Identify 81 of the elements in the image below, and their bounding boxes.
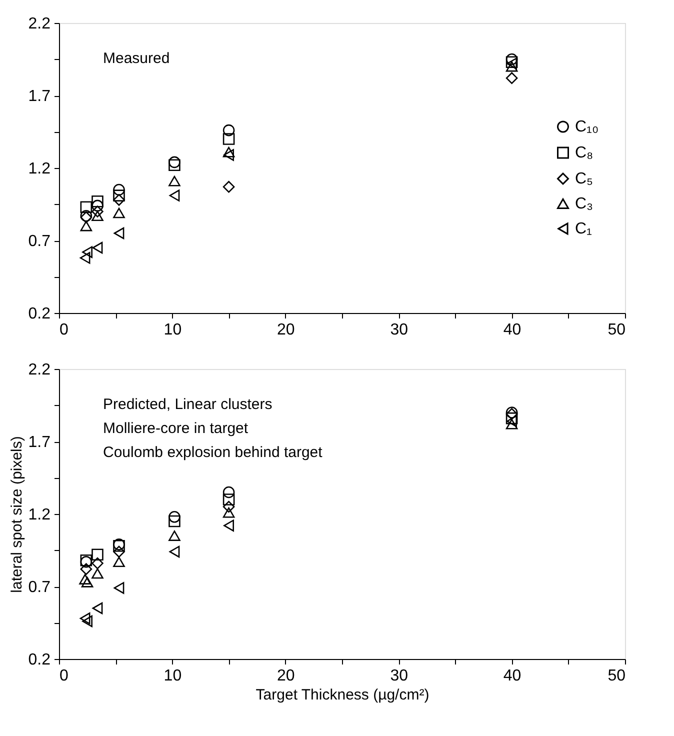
point: [168, 511, 180, 523]
point: [113, 208, 125, 218]
point: [92, 210, 104, 222]
legend-label: C₁₀: [575, 118, 599, 136]
point: [80, 612, 90, 624]
point: [113, 546, 125, 558]
x-tick-label: 20: [277, 668, 295, 684]
annotation: Molliere-core in target: [103, 420, 249, 437]
point: [222, 146, 235, 158]
y-tick-label: 0.2: [28, 652, 51, 668]
y-tick-label: 0.2: [28, 306, 51, 322]
point: [92, 602, 103, 614]
y-tick-label: 1.2: [28, 506, 51, 524]
point: [80, 563, 92, 575]
point: [92, 200, 104, 212]
point: [114, 582, 124, 594]
point: [506, 418, 518, 430]
point: [79, 574, 91, 584]
y-tick-label: 1.7: [28, 88, 51, 105]
point: [506, 61, 518, 72]
point: [92, 242, 103, 254]
point: [222, 180, 235, 193]
point: [82, 615, 92, 628]
point: [222, 124, 235, 136]
x-tick-label: 30: [390, 668, 408, 684]
x-tick-label: 40: [503, 322, 522, 338]
point: [222, 494, 235, 506]
point: [82, 246, 92, 258]
x-tick-label: 10: [164, 668, 182, 684]
point: [168, 176, 180, 186]
point: [114, 227, 124, 240]
x-tick-label: 10: [164, 322, 182, 338]
annotation: Measured: [103, 50, 170, 67]
x-axis-title: Target Thickness (µg/cm²): [256, 686, 430, 704]
point: [80, 201, 92, 214]
point: [506, 72, 518, 84]
y-axis-title: lateral spot size (pixels): [8, 436, 26, 593]
y-tick-label: 1.2: [28, 160, 51, 178]
point: [80, 220, 92, 232]
point: [168, 530, 180, 541]
y-tick-label: 2.2: [28, 16, 51, 32]
y-tick-label: 0.7: [28, 579, 51, 596]
point: [222, 507, 235, 518]
point: [222, 133, 235, 145]
legend-label: C₅: [575, 170, 593, 188]
point: [92, 195, 104, 208]
point: [113, 194, 125, 206]
legend-label: C₈: [575, 144, 594, 162]
y-tick-label: 1.7: [28, 434, 51, 451]
point: [80, 252, 90, 264]
point: [92, 557, 104, 570]
x-tick-label: 20: [277, 322, 295, 338]
point: [113, 184, 125, 196]
x-tick-label: 50: [608, 322, 626, 338]
x-tick-label: 0: [60, 668, 68, 684]
x-tick-label: 40: [503, 668, 522, 684]
y-tick-label: 0.7: [28, 233, 51, 250]
point: [506, 412, 518, 424]
legend-label: C₁: [575, 220, 592, 238]
point: [168, 515, 180, 528]
y-tick-label: 2.2: [28, 362, 51, 378]
point: [224, 520, 234, 532]
point: [92, 568, 104, 579]
point: [92, 548, 104, 560]
point: [113, 556, 125, 568]
point: [222, 486, 235, 498]
point: [81, 576, 94, 588]
point: [168, 159, 180, 171]
legend-label: C₃: [575, 196, 594, 213]
annotation: Predicted, Linear clusters: [103, 396, 272, 413]
point: [113, 190, 125, 202]
point: [222, 500, 235, 513]
point: [169, 190, 180, 202]
x-tick-label: 50: [608, 668, 626, 684]
point: [224, 149, 234, 161]
x-tick-label: 30: [390, 322, 408, 338]
point: [92, 206, 104, 218]
x-tick-label: 0: [60, 322, 68, 338]
annotation: Coulomb explosion behind target: [103, 444, 324, 461]
point: [168, 156, 180, 168]
point: [169, 546, 180, 558]
